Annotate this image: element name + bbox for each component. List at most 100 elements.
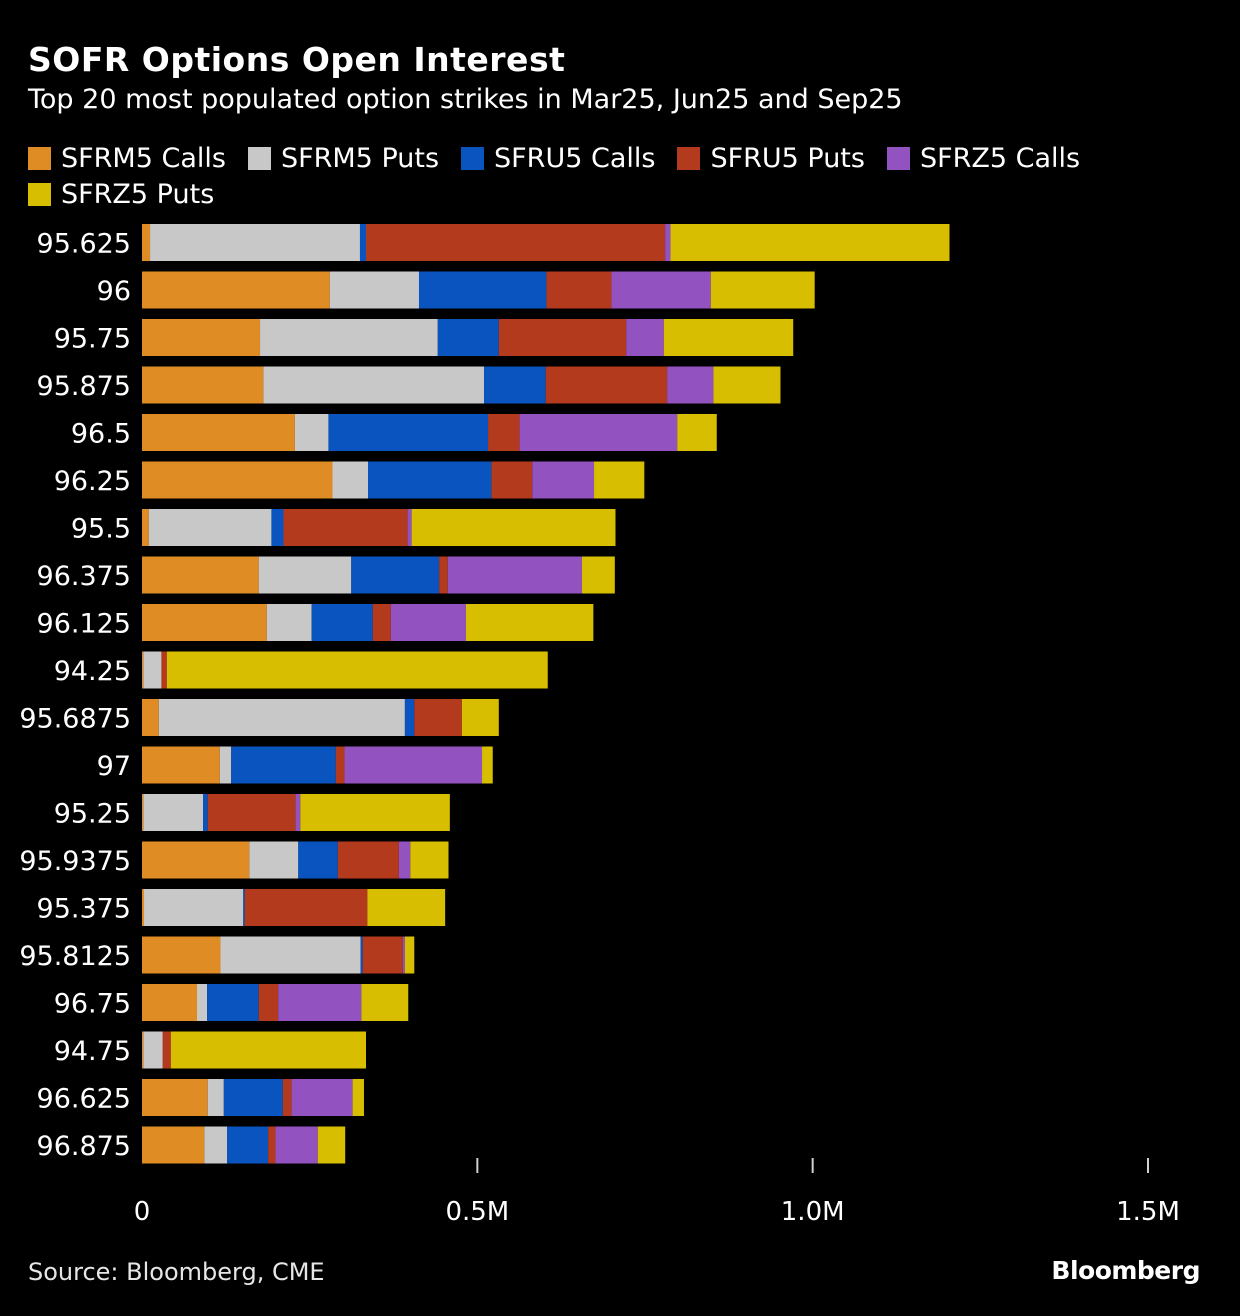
category-label: 97 <box>97 751 131 782</box>
category-label: 95.9375 <box>19 846 131 877</box>
category-label: 94.25 <box>54 656 131 687</box>
bar-segment <box>465 604 594 641</box>
legend-label: SFRU5 Calls <box>494 142 656 174</box>
bar-segment <box>311 604 373 641</box>
bar-segment <box>461 699 499 736</box>
bar-segment <box>283 509 408 546</box>
bar-segment <box>667 366 714 404</box>
bar-segment <box>142 319 261 356</box>
bar-segment <box>142 841 250 879</box>
bar-segment <box>410 841 449 879</box>
category-label: 96.75 <box>54 989 131 1020</box>
bar-segment <box>407 509 412 546</box>
bar-segment <box>207 794 296 831</box>
bar-segment <box>142 604 267 641</box>
category-label: 96.25 <box>54 466 131 497</box>
category-label: 95.25 <box>54 799 131 830</box>
x-tick-label: 0 <box>134 1197 151 1227</box>
category-label: 95.875 <box>37 371 131 402</box>
chart-subtitle: Top 20 most populated option strikes in … <box>28 84 903 115</box>
bar-segment <box>220 936 361 974</box>
bar-segment <box>665 224 671 261</box>
category-label: 96.5 <box>71 419 131 450</box>
bar-segment <box>414 699 462 736</box>
bar-segment <box>263 366 485 404</box>
legend-item: SFRZ5 Puts <box>28 177 214 213</box>
category-label: 95.75 <box>54 324 131 355</box>
bar-segment <box>227 1126 269 1164</box>
bar-segment <box>670 224 950 261</box>
bar-segment <box>142 1126 205 1164</box>
bar-segment <box>203 794 208 831</box>
legend-swatch <box>461 146 485 170</box>
bar-segment <box>142 509 149 546</box>
bar-segment <box>207 1079 224 1116</box>
bar-segment <box>166 651 548 689</box>
category-label: 95.8125 <box>19 941 131 972</box>
bar-segment <box>488 414 520 451</box>
bar-segment <box>545 366 668 404</box>
bar-segment <box>367 889 446 926</box>
bar-segment <box>390 604 466 641</box>
bar-segment <box>398 841 411 879</box>
category-label: 94.75 <box>54 1036 131 1067</box>
bar-segment <box>142 1031 144 1069</box>
bar-segment <box>359 224 367 261</box>
bar-segment <box>491 461 533 499</box>
bar-segment <box>260 319 438 356</box>
bar-segment <box>161 651 167 689</box>
bar-segment <box>148 509 272 546</box>
bar-segment <box>142 651 144 689</box>
bar-segment <box>291 1079 353 1116</box>
bar-segment <box>143 794 204 831</box>
bar-segment <box>366 224 666 261</box>
bar-segment <box>266 604 312 641</box>
legend-item: SFRM5 Calls <box>28 140 226 176</box>
legend-swatch <box>28 146 51 170</box>
bar-segment <box>268 1126 276 1164</box>
bar-segment <box>142 746 220 784</box>
bar-segment <box>713 366 781 404</box>
bar-segment <box>142 794 144 831</box>
bar-segment <box>144 889 244 926</box>
bar-segment <box>142 936 221 974</box>
bar-segment <box>298 841 338 879</box>
bar-segment <box>294 414 329 451</box>
bar-segment <box>300 794 450 831</box>
legend-label: SFRM5 Calls <box>61 142 226 174</box>
category-label: 96.125 <box>37 609 131 640</box>
bar-segment <box>361 984 409 1021</box>
legend-label: SFRZ5 Puts <box>61 179 215 210</box>
bar-segment <box>447 556 582 594</box>
bar-segment <box>258 984 279 1021</box>
bar-segment <box>196 984 208 1021</box>
bar-segment <box>663 319 794 356</box>
bar-segment <box>594 461 645 499</box>
legend-item: SFRU5 Calls <box>461 140 655 176</box>
bar-segment <box>402 936 405 974</box>
category-label: 95.6875 <box>19 704 131 735</box>
bar-segment <box>317 1126 346 1164</box>
source-note: Source: Bloomberg, CME <box>28 1258 325 1286</box>
bar-segment <box>249 841 299 879</box>
bar-segment <box>158 699 405 736</box>
bar-segment <box>295 794 301 831</box>
bar-segment <box>404 936 415 974</box>
bar-segment <box>223 1079 283 1116</box>
bar-segment <box>581 556 615 594</box>
legend-swatch <box>247 146 271 170</box>
bar-segment <box>337 841 399 879</box>
bar-segment <box>282 1079 292 1116</box>
bar-segment <box>482 746 493 784</box>
legend-label: SFRM5 Puts <box>280 142 440 174</box>
bar-segment <box>344 746 483 784</box>
bar-segment <box>360 936 363 974</box>
bar-segment <box>439 556 448 594</box>
legend-item: SFRM5 Puts <box>247 140 440 176</box>
bar-segment <box>278 984 362 1021</box>
category-label: 96 <box>97 276 131 307</box>
bar-segment <box>142 414 295 451</box>
bar-segment <box>519 414 678 451</box>
category-label: 95.375 <box>37 894 131 925</box>
bar-segment <box>142 271 330 309</box>
